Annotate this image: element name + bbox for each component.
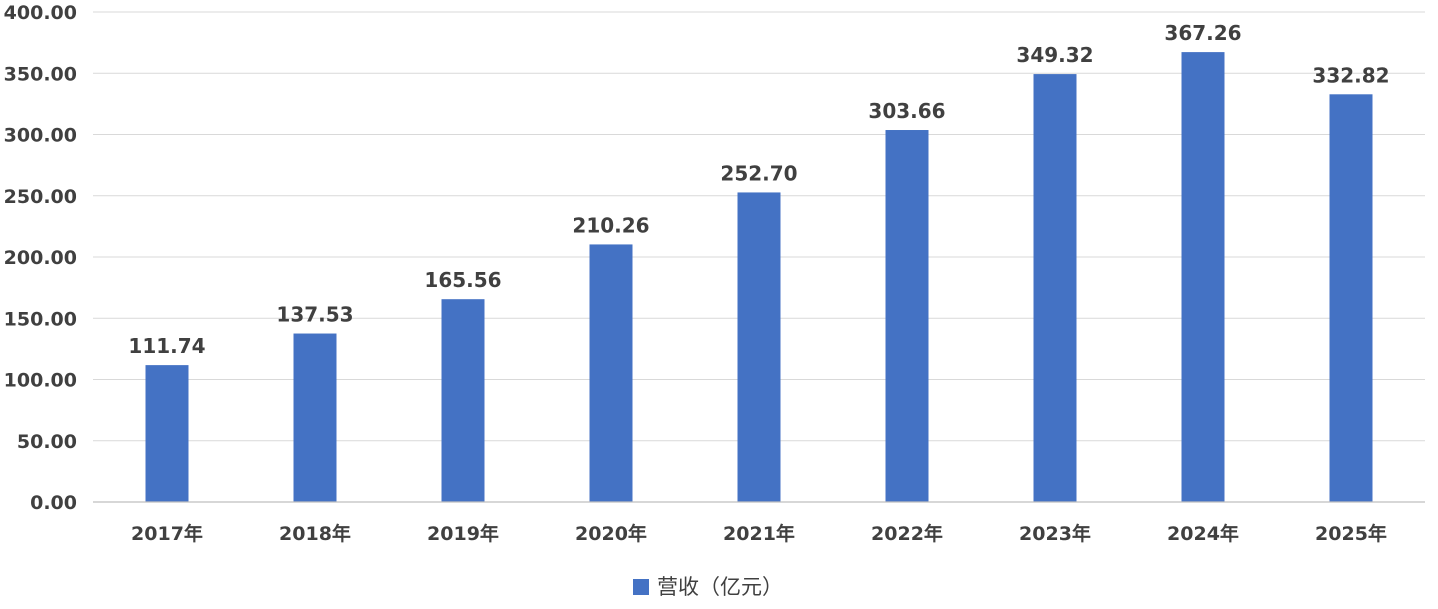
y-tick-label: 100.00 [4, 370, 77, 392]
x-axis: 2017年 2018年 2019年 2020年 2021年 2022年 2023年 2024年… [93, 501, 1425, 545]
bar-value-label: 137.53 [276, 303, 353, 327]
y-tick-label: 150.00 [4, 308, 77, 330]
y-tick-label: 300.00 [4, 125, 77, 147]
y-axis: 0.00 50.00 100.00 150.00 200.00 250.00 300.00 3… [4, 2, 77, 514]
y-tick-label: 200.00 [4, 247, 77, 269]
bar [885, 130, 929, 503]
x-tick-label: 2024年 [1167, 522, 1239, 545]
legend-label: 营收（亿元） [657, 575, 783, 599]
bar [1033, 74, 1077, 502]
y-tick-label: 50.00 [17, 431, 77, 453]
bar-value-label: 332.82 [1312, 63, 1389, 87]
x-tick-label: 2018年 [279, 522, 351, 545]
bar [737, 192, 781, 502]
bar [589, 244, 633, 502]
x-tick-label: 2019年 [427, 522, 499, 545]
x-tick-label: 2023年 [1019, 522, 1091, 545]
legend-swatch [633, 579, 649, 595]
bar-value-label: 111.74 [128, 334, 205, 358]
bar-value-label: 252.70 [720, 161, 797, 185]
x-tick-label: 2021年 [723, 522, 795, 545]
y-tick-label: 400.00 [4, 2, 77, 24]
bar [145, 365, 189, 502]
bar-value-label: 367.26 [1164, 21, 1241, 45]
y-tick-label: 350.00 [4, 63, 77, 85]
x-tick-label: 2017年 [131, 522, 203, 545]
bar-value-label: 165.56 [424, 268, 501, 292]
bar [293, 333, 337, 502]
y-tick-label: 0.00 [30, 492, 77, 514]
bar-value-label: 349.32 [1016, 43, 1093, 67]
data-labels: 111.74 137.53 165.56 210.26 252.70 303.66 349.… [128, 21, 1389, 358]
x-tick-label: 2025年 [1315, 522, 1387, 545]
x-tick-label: 2022年 [871, 522, 943, 545]
bar-value-label: 303.66 [868, 99, 945, 123]
y-tick-label: 250.00 [4, 186, 77, 208]
legend: 营收（亿元） [633, 575, 783, 599]
bar [441, 299, 485, 502]
bar-value-label: 210.26 [572, 213, 649, 237]
bar [1181, 52, 1225, 502]
bar [1329, 94, 1373, 502]
x-tick-label: 2020年 [575, 522, 647, 545]
bars [145, 52, 1373, 503]
